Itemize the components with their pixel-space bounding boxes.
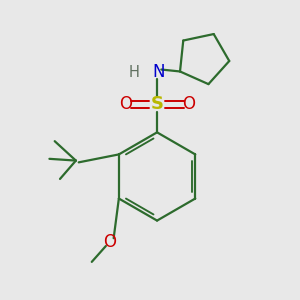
- Text: N: N: [153, 63, 165, 81]
- Text: O: O: [103, 233, 116, 251]
- Text: S: S: [151, 95, 164, 113]
- Text: O: O: [182, 95, 195, 113]
- Text: O: O: [119, 95, 132, 113]
- Text: H: H: [129, 65, 140, 80]
